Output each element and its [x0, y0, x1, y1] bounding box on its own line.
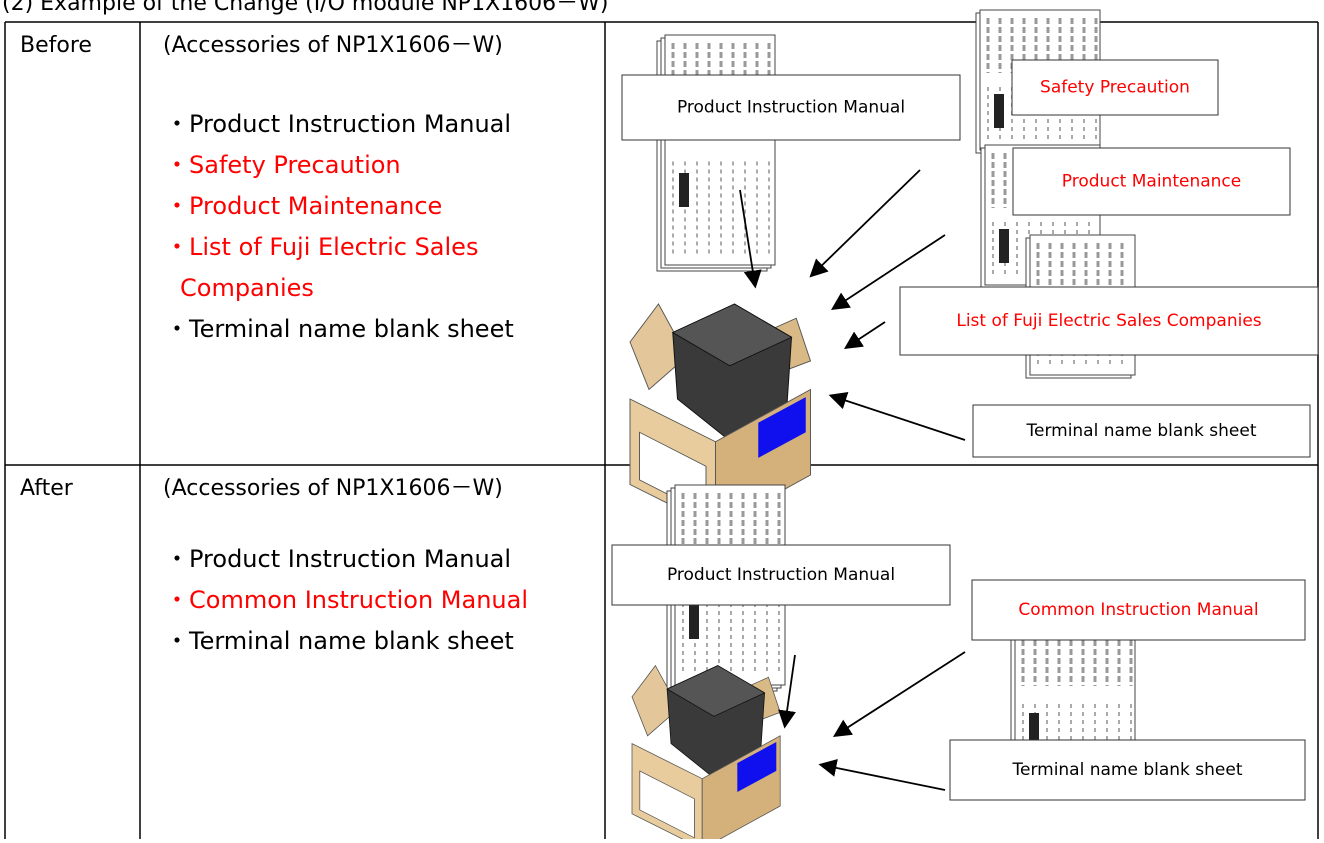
- accessory-item: Companies: [180, 274, 314, 302]
- callout-label: Terminal name blank sheet: [1011, 760, 1242, 780]
- logo: [1029, 713, 1039, 747]
- logo: [679, 173, 689, 207]
- arrow: [832, 651, 966, 737]
- callout-label: Product Instruction Manual: [677, 98, 905, 118]
- callout-box: [1012, 147, 1291, 216]
- accessories-title: (Accessories of NP1X1606－W): [163, 33, 503, 58]
- callout-box: [972, 404, 1311, 458]
- callout-label: Common Instruction Manual: [1018, 600, 1258, 620]
- arrow: [739, 189, 762, 289]
- callout-label: Product Instruction Manual: [667, 565, 895, 585]
- arrow: [818, 759, 946, 791]
- document-illustration: [656, 34, 776, 272]
- callout-box: [1011, 59, 1219, 116]
- arrow: [809, 169, 921, 278]
- callout-label: List of Fuji Electric Sales Companies: [956, 311, 1261, 331]
- box-label: [758, 397, 806, 458]
- accessory-item: ・Common Instruction Manual: [165, 586, 528, 614]
- accessory-item: ・Product Instruction Manual: [165, 545, 511, 573]
- callout-label: Product Maintenance: [1062, 172, 1241, 192]
- logo: [999, 229, 1009, 263]
- row-label: After: [20, 476, 74, 501]
- heading: (2) Example of the Change (I/O module NP…: [2, 0, 608, 16]
- accessory-item: ・List of Fuji Electric Sales: [165, 233, 478, 261]
- page-sheet: [664, 34, 776, 266]
- box-illustration: [631, 664, 781, 843]
- accessories-title: (Accessories of NP1X1606－W): [163, 476, 503, 501]
- box-sticker: [639, 770, 695, 839]
- accessory-item: ・Product Instruction Manual: [165, 110, 511, 138]
- module-top: [666, 665, 766, 717]
- accessory-item: ・Terminal name blank sheet: [165, 315, 514, 343]
- callout-label: Terminal name blank sheet: [1025, 421, 1256, 441]
- callout-label: Safety Precaution: [1040, 78, 1190, 98]
- row-label: Before: [20, 33, 92, 58]
- logo: [994, 94, 1004, 128]
- callout-box: [611, 544, 951, 606]
- module-top: [671, 303, 793, 367]
- accessory-item: ・Product Maintenance: [165, 192, 442, 220]
- accessory-item: ・Terminal name blank sheet: [165, 627, 514, 655]
- accessory-item: ・Safety Precaution: [165, 151, 401, 179]
- callout-box: [971, 579, 1306, 641]
- box-label: [737, 742, 777, 792]
- arrow: [843, 321, 886, 349]
- logo: [689, 605, 699, 639]
- arrow: [830, 234, 946, 310]
- callout-box: [621, 74, 961, 141]
- callout-box: [899, 286, 1319, 356]
- arrow: [778, 654, 796, 729]
- arrow: [828, 391, 966, 441]
- callout-box: [949, 739, 1306, 801]
